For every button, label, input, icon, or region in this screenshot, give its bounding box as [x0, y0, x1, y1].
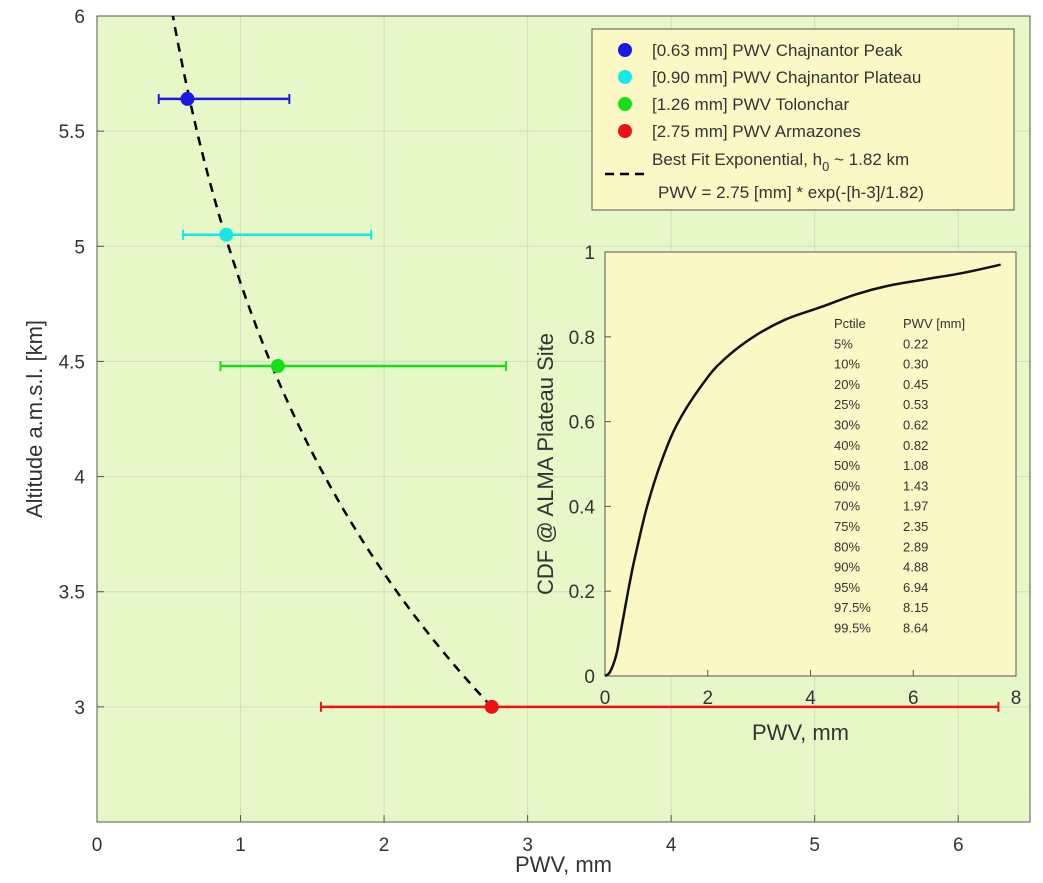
legend-label-peak: [0.63 mm] PWV Chajnantor Peak	[652, 41, 903, 60]
table-header-pwv: PWV [mm]	[903, 316, 965, 331]
inset-x-tick-label: 8	[1011, 688, 1022, 709]
percentile-table: Pctile PWV [mm] 5% 0.22 10% 0.30 20% 0.45 25% 0.5…	[834, 316, 965, 636]
inset-y-tick-label: 0.8	[569, 328, 595, 349]
table-cell-pctile: 99.5%	[834, 621, 871, 636]
main-y-tick-label: 5	[74, 237, 85, 258]
data-point-plateau	[219, 227, 234, 242]
inset-y-tick-label: 0.2	[569, 582, 595, 603]
table-header-pctile: Pctile	[834, 316, 866, 331]
inset-x-axis-label: PWV, mm	[752, 720, 849, 745]
table-cell-pctile: 25%	[834, 397, 860, 412]
main-y-tick-label: 6	[74, 7, 85, 28]
data-point-armazones	[484, 699, 499, 714]
legend-marker-plateau	[618, 70, 632, 84]
table-cell-pwv: 0.22	[903, 336, 928, 351]
table-cell-pctile: 20%	[834, 377, 860, 392]
table-cell-pwv: 6.94	[903, 580, 928, 595]
table-cell-pctile: 97.5%	[834, 600, 871, 615]
table-cell-pwv: 0.53	[903, 397, 928, 412]
legend-label-fit-rest: ~ 1.82 km	[829, 150, 909, 169]
table-cell-pctile: 80%	[834, 539, 860, 554]
inset-plot-area	[604, 251, 1017, 677]
legend-marker-armazones	[618, 124, 632, 138]
table-cell-pwv: 1.43	[903, 478, 928, 493]
table-cell-pctile: 70%	[834, 499, 860, 514]
table-cell-pctile: 5%	[834, 336, 853, 351]
main-x-tick-label: 4	[666, 835, 677, 856]
data-point-toloncar	[270, 359, 285, 374]
main-ticks: 0 1 2 3 4 5 6 3 3.5 4 4.5 5 5.5 6	[59, 7, 964, 856]
fit-curve	[171, 15, 493, 708]
inset-y-tick-label: 1	[584, 243, 595, 264]
legend-label-plateau: [0.90 mm] PWV Chajnantor Plateau	[652, 68, 921, 87]
main-y-tick-label: 4	[74, 468, 85, 489]
inset-x-tick-label: 0	[600, 688, 611, 709]
legend-label-fit: Best Fit Exponential, h0 ~ 1.82 km	[652, 150, 909, 174]
table-cell-pwv: 0.82	[903, 438, 928, 453]
main-y-axis-label: Altitude a.m.s.l. [km]	[22, 320, 47, 518]
main-plot-frame	[96, 15, 1031, 823]
main-x-tick-label: 5	[809, 835, 820, 856]
main-x-tick-label: 1	[235, 835, 246, 856]
inset-y-tick-label: 0	[584, 667, 595, 688]
inset-x-tick-label: 2	[702, 688, 713, 709]
main-x-tick-label: 2	[379, 835, 390, 856]
inset-x-tick-label: 6	[908, 688, 919, 709]
inset-y-tick-label: 0.4	[569, 497, 596, 518]
inset-y-axis-label: CDF @ ALMA Plateau Site	[533, 333, 558, 595]
main-x-tick-label: 3	[522, 835, 533, 856]
table-cell-pwv: 8.15	[903, 600, 928, 615]
main-x-tick-label: 0	[92, 835, 103, 856]
inset-plot: 0 2 4 6 8 0 0.2 0.4 0.6 0.8 1 Pctile PWV [mm] 5% 0.22…	[533, 243, 1021, 745]
legend-label-fit-subscript: 0	[822, 159, 829, 174]
table-cell-pwv: 8.64	[903, 621, 928, 636]
table-cell-pctile: 75%	[834, 519, 860, 534]
table-cell-pctile: 40%	[834, 438, 860, 453]
main-x-axis-label: PWV, mm	[515, 852, 612, 877]
legend-marker-peak	[618, 43, 632, 57]
legend-marker-toloncar	[618, 97, 632, 111]
table-cell-pwv: 0.30	[903, 357, 928, 372]
table-cell-pctile: 90%	[834, 560, 860, 575]
inset-ticks: 0 2 4 6 8 0 0.2 0.4 0.6 0.8 1	[569, 243, 1022, 709]
main-y-tick-label: 3.5	[59, 583, 85, 604]
table-cell-pwv: 1.97	[903, 499, 928, 514]
table-cell-pwv: 1.08	[903, 458, 928, 473]
legend: [0.63 mm] PWV Chajnantor Peak [0.90 mm] …	[591, 28, 1015, 211]
main-data-points	[157, 91, 1000, 714]
table-cell-pwv: 0.45	[903, 377, 928, 392]
main-y-tick-label: 4.5	[59, 352, 85, 373]
table-cell-pwv: 0.62	[903, 418, 928, 433]
table-cell-pctile: 50%	[834, 458, 860, 473]
legend-label-fit-equation: PWV = 2.75 [mm] * exp(-[h-3]/1.82)	[658, 183, 924, 202]
legend-label-toloncar: [1.26 mm] PWV Tolonchar	[652, 95, 849, 114]
main-y-tick-label: 3	[74, 698, 85, 719]
cdf-curve	[604, 263, 1001, 678]
data-point-peak	[180, 91, 195, 106]
table-cell-pctile: 30%	[834, 418, 860, 433]
table-cell-pwv: 2.89	[903, 539, 928, 554]
legend-label-armazones: [2.75 mm] PWV Armazones	[652, 122, 861, 141]
main-y-tick-label: 5.5	[59, 122, 85, 143]
inset-x-tick-label: 4	[805, 688, 816, 709]
table-cell-pctile: 95%	[834, 580, 860, 595]
legend-label-fit-main: Best Fit Exponential, h	[652, 150, 822, 169]
table-cell-pwv: 2.35	[903, 519, 928, 534]
table-cell-pwv: 4.88	[903, 560, 928, 575]
table-cell-pctile: 10%	[834, 357, 860, 372]
main-x-tick-label: 6	[953, 835, 964, 856]
inset-y-tick-label: 0.6	[569, 413, 595, 434]
table-cell-pctile: 60%	[834, 478, 860, 493]
legend-box	[591, 28, 1015, 211]
